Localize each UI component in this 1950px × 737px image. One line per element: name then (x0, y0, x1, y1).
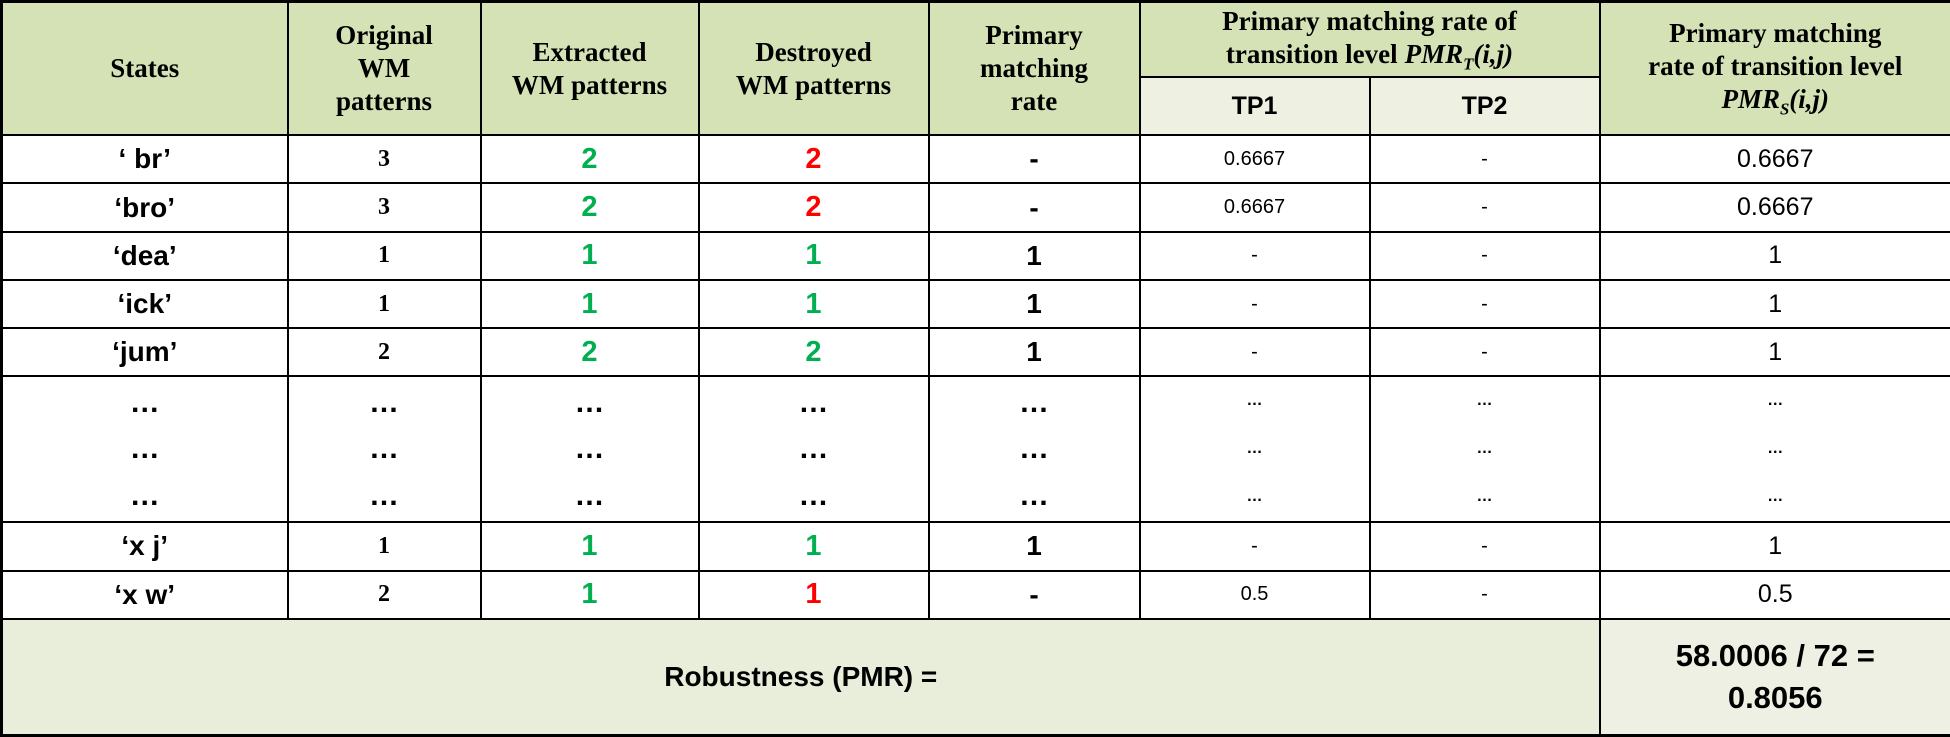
tp2-value-cell: - (1368, 278, 1601, 330)
tp2-label: TP2 (1461, 91, 1508, 120)
header-original-label: Original WM patterns (335, 20, 433, 117)
state-cell: ‘dea’ (0, 230, 289, 281)
state-cell: ‘ick’ (0, 278, 289, 330)
table-row-xj: ‘x j’ 1 1 1 1 - - 1 (0, 521, 1950, 572)
ellipsis-cell: ……… (479, 375, 700, 524)
extracted-count-cell: 1 (479, 278, 700, 330)
pmrs-value-cell: 0.6667 (1598, 134, 1950, 185)
original-count-cell: 3 (286, 134, 482, 185)
primary-matching-rate-cell: 1 (927, 327, 1141, 378)
primary-matching-rate-cell: - (927, 134, 1141, 185)
pmrs-value-cell: 0.6667 (1598, 182, 1950, 233)
subcolumn-header-tp2: TP2 (1368, 75, 1601, 137)
destroyed-count-cell: 1 (697, 569, 930, 620)
table-row-bro: ‘bro’ 3 2 2 - 0.6667 - 0.6667 (0, 182, 1950, 233)
column-header-primary-matching-rate: Primary matching rate (927, 0, 1141, 137)
primary-matching-rate-cell: 1 (927, 278, 1141, 330)
tp2-value-cell: - (1368, 230, 1601, 281)
table-row-jum: ‘jum’ 2 2 2 1 - - 1 (0, 327, 1950, 378)
primary-matching-rate-cell: 1 (927, 230, 1141, 281)
tp2-value-cell: - (1368, 327, 1601, 378)
state-cell: ‘ br’ (0, 134, 289, 185)
ellipsis-cell: ……… (927, 375, 1141, 524)
original-count-cell: 2 (286, 327, 482, 378)
tp1-value-cell: 0.6667 (1138, 134, 1371, 185)
tp1-value-cell: 0.5 (1138, 569, 1371, 620)
original-count-cell: 3 (286, 182, 482, 233)
column-group-header-pmr-transition-t: Primary matching rate of transition leve… (1138, 0, 1601, 78)
extracted-count-cell: 1 (479, 521, 700, 572)
tp2-value-cell: - (1368, 521, 1601, 572)
table-row-br: ‘ br’ 3 2 2 - 0.6667 - 0.6667 (0, 134, 1950, 185)
tp2-value-cell: - (1368, 182, 1601, 233)
table-row-dea: ‘dea’ 1 1 1 1 - - 1 (0, 230, 1950, 281)
destroyed-count-cell: 2 (697, 327, 930, 378)
header-pmrt-line1: Primary matching rate of (1222, 5, 1517, 36)
destroyed-count-cell: 1 (697, 278, 930, 330)
tp1-value-cell: - (1138, 230, 1371, 281)
primary-matching-rate-cell: - (927, 182, 1141, 233)
destroyed-count-cell: 1 (697, 521, 930, 572)
pmrs-value-cell: 1 (1598, 278, 1950, 330)
destroyed-count-cell: 2 (697, 134, 930, 185)
header-primary-label: Primary matching rate (980, 20, 1088, 117)
table-row-xw: ‘x w’ 2 1 1 - 0.5 - 0.5 (0, 569, 1950, 620)
column-header-original-wm-patterns: Original WM patterns (286, 0, 482, 137)
original-count-cell: 2 (286, 569, 482, 620)
ellipsis-cell: ……… (697, 375, 930, 524)
original-count-cell: 1 (286, 278, 482, 330)
pmrs-value-cell: 1 (1598, 327, 1950, 378)
robustness-value-cell: 58.0006 / 72 = 0.8056 (1598, 617, 1950, 737)
extracted-count-cell: 1 (479, 230, 700, 281)
ellipsis-cell: ……… (1598, 375, 1950, 524)
extracted-count-cell: 2 (479, 182, 700, 233)
column-header-states: States (0, 0, 289, 137)
tp2-value-cell: - (1368, 134, 1601, 185)
ellipsis-cell: ……… (0, 375, 289, 524)
destroyed-count-cell: 1 (697, 230, 930, 281)
subcolumn-header-tp1: TP1 (1138, 75, 1371, 137)
state-cell: ‘jum’ (0, 327, 289, 378)
extracted-count-cell: 2 (479, 327, 700, 378)
tp1-value-cell: - (1138, 327, 1371, 378)
table-row-ick: ‘ick’ 1 1 1 1 - - 1 (0, 278, 1950, 330)
header-destroyed-label: Destroyed WM patterns (735, 36, 892, 100)
header-pmrt-line2: transition level (1225, 38, 1398, 69)
primary-matching-rate-cell: - (927, 569, 1141, 620)
pmrs-value-cell: 1 (1598, 521, 1950, 572)
pmrs-value-cell: 1 (1598, 230, 1950, 281)
tp1-label: TP1 (1231, 91, 1278, 120)
table-row-ellipsis: ……… ……… ……… ……… ……… ……… ……… ……… (0, 375, 1950, 524)
ellipsis-cell: ……… (286, 375, 482, 524)
destroyed-count-cell: 2 (697, 182, 930, 233)
pmrs-formula: PMRS(i,j) (1721, 84, 1830, 119)
tp1-value-cell: 0.6667 (1138, 182, 1371, 233)
tp1-value-cell: - (1138, 521, 1371, 572)
column-header-destroyed-wm-patterns: Destroyed WM patterns (697, 0, 930, 137)
tp2-value-cell: - (1368, 569, 1601, 620)
ellipsis-cell: ……… (1138, 375, 1371, 524)
header-pmrs-line2: rate of transition level (1648, 51, 1903, 82)
pmrs-value-cell: 0.5 (1598, 569, 1950, 620)
original-count-cell: 1 (286, 230, 482, 281)
tp1-value-cell: - (1138, 278, 1371, 330)
table-footer-row: Robustness (PMR) = 58.0006 / 72 = 0.8056 (0, 617, 1950, 737)
robustness-label-cell: Robustness (PMR) = (0, 617, 1601, 737)
column-header-pmr-transition-s: Primary matching rate of transition leve… (1598, 0, 1950, 137)
original-count-cell: 1 (286, 521, 482, 572)
ellipsis-cell: ……… (1368, 375, 1601, 524)
column-header-extracted-wm-patterns: Extracted WM patterns (479, 0, 700, 137)
primary-matching-rate-cell: 1 (927, 521, 1141, 572)
header-extracted-label: Extracted WM patterns (511, 36, 668, 100)
state-cell: ‘x w’ (0, 569, 289, 620)
extracted-count-cell: 1 (479, 569, 700, 620)
pmrt-formula: PMRT(i,j) (1404, 38, 1514, 73)
header-pmrs-line1: Primary matching (1669, 18, 1882, 49)
state-cell: ‘bro’ (0, 182, 289, 233)
header-states-label: States (110, 53, 180, 84)
extracted-count-cell: 2 (479, 134, 700, 185)
state-cell: ‘x j’ (0, 521, 289, 572)
